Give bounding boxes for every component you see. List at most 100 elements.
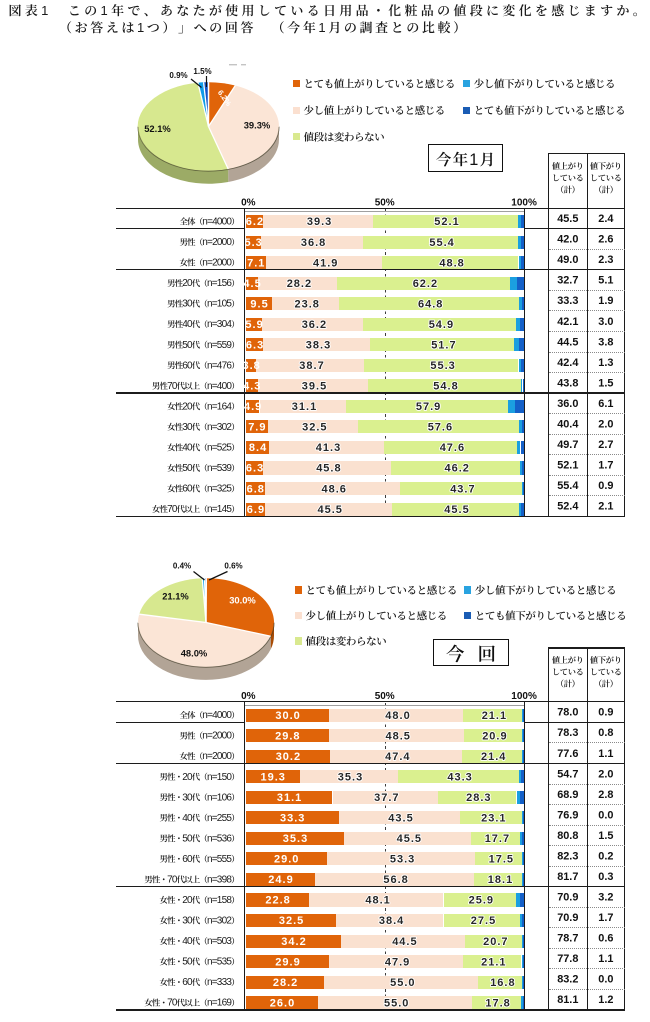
svg-text:4.9: 4.9 [244, 401, 262, 413]
svg-text:32.7: 32.7 [557, 275, 578, 287]
svg-text:70: 70 [167, 998, 178, 1009]
svg-text:49.7: 49.7 [557, 439, 578, 451]
svg-text:n=325: n=325 [207, 484, 232, 495]
svg-text:17.5: 17.5 [489, 854, 514, 866]
svg-text:23.8: 23.8 [295, 298, 320, 310]
svg-text:20: 20 [182, 278, 193, 289]
svg-text:17.7: 17.7 [485, 833, 510, 845]
svg-text:n=333: n=333 [207, 977, 232, 988]
svg-text:6.2: 6.2 [246, 216, 264, 228]
svg-text:n=105: n=105 [207, 299, 232, 310]
svg-text:45.5: 45.5 [557, 213, 578, 225]
svg-text:43.7: 43.7 [450, 483, 475, 495]
svg-text:1.5%: 1.5% [193, 67, 211, 76]
svg-text:n=4000: n=4000 [202, 710, 232, 721]
svg-text:54.9: 54.9 [429, 319, 454, 331]
svg-text:2.6: 2.6 [598, 234, 613, 246]
svg-text:70.9: 70.9 [557, 912, 578, 924]
svg-text:0.9: 0.9 [598, 707, 613, 719]
svg-text:50: 50 [182, 463, 193, 474]
svg-text:1.3: 1.3 [598, 357, 613, 369]
svg-text:48.8: 48.8 [439, 257, 464, 269]
svg-text:0.2: 0.2 [598, 850, 613, 862]
svg-text:1: 1 [469, 151, 479, 169]
svg-text:80.8: 80.8 [557, 830, 578, 842]
svg-text:n=400: n=400 [207, 381, 232, 392]
svg-text:53.3: 53.3 [390, 854, 415, 866]
svg-text:20: 20 [182, 401, 193, 412]
svg-text:54.8: 54.8 [433, 381, 458, 393]
svg-text:30: 30 [182, 792, 193, 803]
svg-text:31.1: 31.1 [292, 401, 317, 413]
svg-text:20: 20 [182, 895, 193, 906]
svg-text:34.2: 34.2 [281, 936, 306, 948]
svg-text:n=169: n=169 [207, 998, 232, 1009]
svg-text:0.3: 0.3 [598, 871, 613, 883]
svg-text:32.5: 32.5 [302, 422, 327, 434]
svg-text:78.3: 78.3 [557, 727, 578, 739]
svg-text:78.7: 78.7 [557, 933, 578, 945]
svg-text:48.0: 48.0 [385, 710, 410, 722]
svg-text:48.5: 48.5 [386, 730, 411, 742]
svg-text:35.3: 35.3 [338, 772, 363, 784]
svg-text:60: 60 [182, 854, 193, 865]
svg-text:57.6: 57.6 [428, 422, 453, 434]
svg-text:64.8: 64.8 [418, 298, 443, 310]
svg-text:36.0: 36.0 [557, 398, 578, 410]
svg-text:21.1%: 21.1% [162, 591, 189, 602]
svg-text:n=150: n=150 [207, 772, 232, 783]
svg-text:0.9: 0.9 [598, 480, 613, 492]
svg-text:1.5: 1.5 [598, 830, 613, 842]
svg-text:31.1: 31.1 [277, 792, 302, 804]
svg-text:33.3: 33.3 [280, 813, 305, 825]
svg-text:6.1: 6.1 [598, 398, 613, 410]
svg-text:39.3: 39.3 [307, 216, 332, 228]
svg-text:60: 60 [182, 484, 193, 495]
svg-text:50%: 50% [375, 691, 395, 702]
svg-text:40.4: 40.4 [557, 419, 578, 431]
svg-text:1.5: 1.5 [598, 377, 613, 389]
svg-text:1: 1 [137, 20, 147, 35]
svg-text:n=2000: n=2000 [202, 237, 232, 248]
svg-text:n=525: n=525 [207, 443, 232, 454]
svg-text:82.3: 82.3 [557, 850, 578, 862]
svg-text:16.8: 16.8 [490, 977, 515, 989]
svg-text:0.6: 0.6 [598, 933, 613, 945]
svg-text:n=2000: n=2000 [202, 751, 232, 762]
svg-text:n=302: n=302 [207, 422, 232, 433]
svg-text:2.8: 2.8 [598, 789, 613, 801]
svg-text:46.2: 46.2 [445, 463, 470, 475]
svg-text:0.9%: 0.9% [169, 71, 187, 80]
svg-text:21.4: 21.4 [481, 751, 506, 763]
svg-text:0.8: 0.8 [598, 727, 613, 739]
svg-text:23.1: 23.1 [481, 813, 506, 825]
svg-text:40: 40 [182, 936, 193, 947]
svg-text:81.1: 81.1 [557, 994, 578, 1006]
svg-text:0.6%: 0.6% [224, 562, 242, 571]
svg-text:7.1: 7.1 [247, 257, 265, 269]
svg-text:52.1: 52.1 [434, 216, 459, 228]
svg-text:81.7: 81.7 [557, 871, 578, 883]
svg-text:30.2: 30.2 [276, 751, 301, 763]
svg-text:n=158: n=158 [207, 895, 232, 906]
svg-text:70.9: 70.9 [557, 892, 578, 904]
svg-text:2.3: 2.3 [598, 254, 613, 266]
svg-text:37.7: 37.7 [374, 792, 399, 804]
svg-text:6.9: 6.9 [247, 504, 265, 516]
svg-text:76.9: 76.9 [557, 809, 578, 821]
svg-text:7.9: 7.9 [248, 422, 266, 434]
svg-text:40: 40 [182, 443, 193, 454]
svg-text:52.1: 52.1 [557, 460, 578, 472]
svg-text:60: 60 [182, 977, 193, 988]
svg-text:50: 50 [182, 957, 193, 968]
svg-text:100%: 100% [511, 198, 537, 209]
svg-text:48.1: 48.1 [365, 895, 390, 907]
svg-text:54.7: 54.7 [557, 768, 578, 780]
svg-text:100%: 100% [511, 691, 537, 702]
svg-text:3.8: 3.8 [243, 360, 261, 372]
svg-text:n=2000: n=2000 [202, 258, 232, 269]
svg-text:43.8: 43.8 [557, 377, 578, 389]
svg-text:n=476: n=476 [207, 360, 232, 371]
svg-text:28.2: 28.2 [287, 278, 312, 290]
svg-text:2.1: 2.1 [598, 501, 613, 513]
